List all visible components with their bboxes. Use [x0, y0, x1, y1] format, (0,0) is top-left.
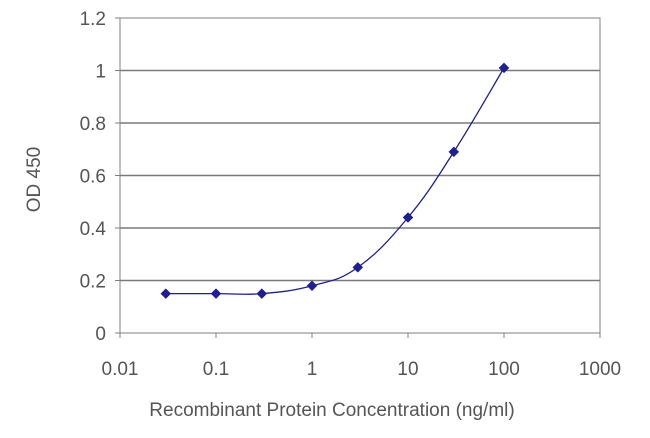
series-0-line	[165, 67, 505, 295]
x-tick-label-100: 100	[488, 359, 520, 380]
y-tick-label-0.4: 0.4	[80, 219, 107, 240]
x-tick-label-1: 1	[307, 359, 318, 380]
data-point-3	[306, 280, 318, 292]
y-tick-label-0.8: 0.8	[80, 114, 106, 135]
data-point-7	[498, 62, 510, 74]
data-point-5	[402, 212, 414, 223]
x-tick-label-10: 10	[397, 359, 418, 380]
y-axis-ticks: 0 0.2 0.4 0.6 0.8 1 1.2	[80, 9, 120, 345]
y-tick-label-0: 0	[95, 324, 106, 345]
data-point-1	[210, 288, 222, 299]
y-tick-label-0.2: 0.2	[80, 272, 106, 293]
x-tick-label-0.1: 0.1	[203, 359, 229, 380]
gridlines	[120, 69, 600, 282]
y-axis-title: OD 450	[24, 147, 45, 212]
x-axis-title: Recombinant Protein Concentration (ng/ml…	[149, 400, 514, 421]
data-point-4	[352, 262, 364, 273]
data-point-0	[160, 288, 172, 299]
data-point-2	[256, 288, 268, 299]
data-point-6	[448, 146, 460, 158]
x-tick-label-0.01: 0.01	[102, 359, 139, 380]
series-group	[160, 62, 510, 299]
x-axis-ticks: 0.01 0.1 1 10 100 1000	[102, 333, 621, 380]
x-tick-label-1000: 1000	[579, 359, 621, 380]
y-tick-label-1.2: 1.2	[80, 9, 106, 30]
y-tick-label-1: 1	[95, 62, 106, 83]
y-tick-label-0.6: 0.6	[80, 167, 106, 188]
